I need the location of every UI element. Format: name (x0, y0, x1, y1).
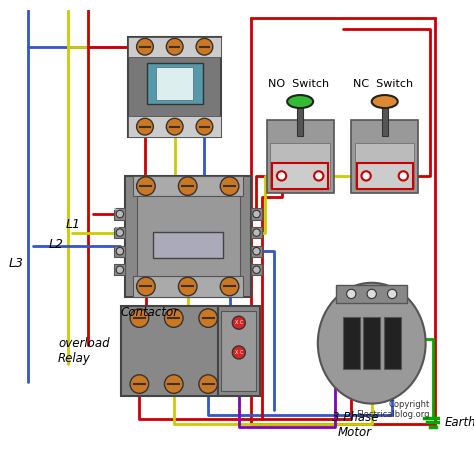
Circle shape (367, 289, 376, 299)
Bar (133, 276, 244, 297)
Circle shape (232, 346, 246, 359)
Bar (156, 67, 193, 100)
Bar (337, 284, 407, 303)
Circle shape (196, 39, 213, 55)
Bar (147, 63, 202, 104)
Circle shape (137, 177, 155, 195)
Circle shape (137, 118, 153, 135)
Bar (351, 120, 418, 193)
Bar (114, 246, 126, 257)
Text: NC  Switch: NC Switch (353, 78, 413, 88)
Circle shape (220, 277, 239, 296)
Circle shape (116, 210, 124, 218)
Text: X C: X C (235, 350, 243, 355)
Text: L1: L1 (66, 218, 81, 231)
Bar (126, 176, 251, 297)
Ellipse shape (287, 95, 313, 108)
Circle shape (116, 247, 124, 255)
Ellipse shape (372, 95, 398, 108)
Bar (128, 37, 221, 137)
Bar (297, 103, 303, 136)
Text: Copyright
Electricalblog.org: Copyright Electricalblog.org (356, 400, 429, 419)
Ellipse shape (318, 283, 426, 404)
Bar (133, 176, 244, 196)
Circle shape (388, 289, 397, 299)
Bar (121, 306, 219, 396)
Circle shape (130, 309, 149, 328)
Circle shape (253, 266, 260, 274)
Circle shape (346, 289, 356, 299)
Text: NO  Switch: NO Switch (268, 78, 329, 88)
Bar (114, 264, 126, 275)
Circle shape (399, 171, 408, 181)
Bar (357, 163, 412, 189)
Bar (251, 208, 262, 220)
Circle shape (362, 171, 371, 181)
Text: L2: L2 (48, 238, 63, 251)
Bar (128, 116, 221, 137)
Circle shape (166, 118, 183, 135)
Circle shape (199, 309, 218, 328)
Bar (137, 196, 240, 276)
Circle shape (314, 171, 323, 181)
Text: NC: NC (110, 206, 120, 211)
Circle shape (220, 177, 239, 195)
Circle shape (253, 229, 260, 236)
Bar (251, 18, 435, 424)
Circle shape (164, 375, 183, 393)
Text: L3: L3 (8, 257, 23, 270)
Circle shape (130, 375, 149, 393)
Circle shape (137, 39, 153, 55)
Text: X C: X C (235, 320, 243, 325)
Circle shape (116, 229, 124, 236)
Circle shape (178, 277, 197, 296)
Circle shape (199, 375, 218, 393)
Text: overload
Relay: overload Relay (58, 337, 109, 365)
Circle shape (137, 277, 155, 296)
Text: Earth: Earth (444, 416, 474, 429)
Bar (221, 311, 256, 391)
Bar (251, 264, 262, 275)
Bar (128, 37, 221, 57)
Circle shape (232, 316, 246, 329)
Bar (272, 163, 328, 189)
Bar (114, 208, 126, 220)
Bar (267, 120, 334, 193)
Circle shape (253, 210, 260, 218)
Text: NO: NO (110, 224, 120, 229)
Circle shape (116, 266, 124, 274)
Bar (364, 317, 380, 369)
Bar (343, 317, 360, 369)
Bar (355, 144, 414, 188)
Bar (382, 103, 388, 136)
Circle shape (196, 118, 213, 135)
Circle shape (166, 39, 183, 55)
Text: 3 Phase
Motor: 3 Phase Motor (332, 411, 378, 439)
Circle shape (164, 309, 183, 328)
Bar (251, 246, 262, 257)
Circle shape (178, 177, 197, 195)
Bar (114, 227, 126, 238)
Bar (251, 227, 262, 238)
Circle shape (277, 171, 286, 181)
Bar (219, 306, 260, 396)
Bar (384, 317, 401, 369)
Text: Contactor: Contactor (121, 306, 179, 319)
Circle shape (253, 247, 260, 255)
Bar (271, 144, 330, 188)
Bar (153, 231, 223, 258)
